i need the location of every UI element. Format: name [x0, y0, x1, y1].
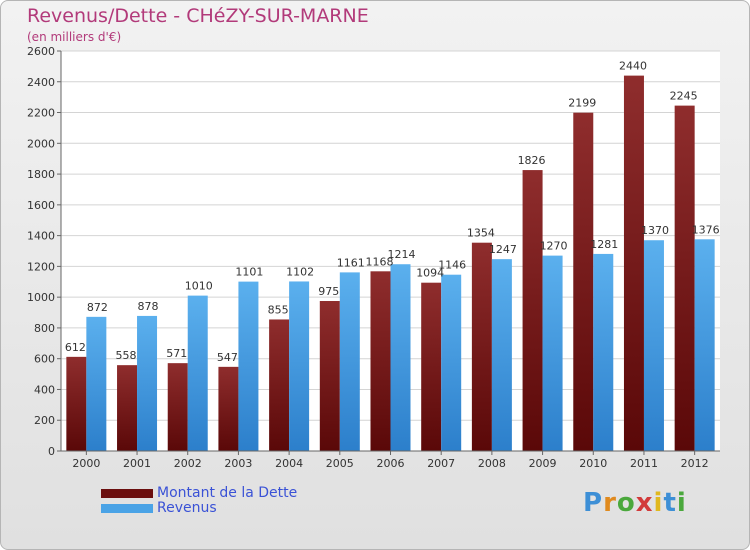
x-tick-label: 2005: [326, 457, 354, 470]
x-tick-label: 2009: [529, 457, 557, 470]
data-label-revenue: 1010: [185, 280, 213, 293]
x-tick-label: 2006: [377, 457, 405, 470]
bar-debt: [66, 356, 87, 451]
bar-debt: [117, 365, 138, 451]
data-label-debt: 2199: [568, 97, 596, 110]
y-tick-label: 2400: [27, 76, 55, 89]
data-label-debt: 975: [318, 285, 339, 298]
bar-revenue: [86, 316, 107, 451]
x-tick-label: 2003: [224, 457, 252, 470]
x-tick-label: 2012: [681, 457, 709, 470]
x-tick-label: 2011: [630, 457, 658, 470]
bar-revenue: [542, 255, 563, 451]
bar-revenue: [137, 315, 158, 451]
data-label-debt: 2440: [619, 60, 647, 73]
bar-revenue: [390, 264, 411, 451]
bar-revenue: [339, 272, 360, 451]
y-tick-label: 2200: [27, 107, 55, 120]
x-tick-label: 2008: [478, 457, 506, 470]
x-axis: 2000 2001 2002 2003 2004 2005 2006 2007 2008 2009…: [61, 450, 720, 470]
y-axis: 0 200 400 600 800 1000 1200 1400 1600 1800 2000 220…: [27, 45, 62, 458]
bar-debt: [370, 271, 391, 451]
y-tick-label: 400: [34, 383, 55, 396]
data-label-debt: 1354: [467, 227, 495, 240]
y-tick-label: 800: [34, 322, 55, 335]
legend-swatch-revenue: [101, 504, 153, 513]
bars: [66, 75, 715, 452]
data-labels: 612 872 558 878 571 1010 547 1101 855 1102 975 1161…: [65, 60, 720, 364]
logo-letter: i: [676, 488, 687, 518]
y-tick-label: 1400: [27, 230, 55, 243]
data-label-revenue: 1370: [641, 224, 669, 237]
proxiti-logo: Proxiti: [583, 488, 687, 518]
data-label-revenue: 1247: [489, 243, 517, 256]
bar-revenue: [593, 253, 614, 451]
data-label-debt: 612: [65, 341, 86, 354]
bar-debt: [674, 105, 695, 451]
bar-debt: [471, 242, 492, 451]
data-label-debt: 571: [166, 347, 187, 360]
y-tick-label: 1200: [27, 260, 55, 273]
bar-revenue: [643, 240, 664, 451]
legend-label-debt: Montant de la Dette: [157, 485, 298, 501]
y-tick-label: 0: [48, 445, 55, 458]
x-tick-label: 2001: [123, 457, 151, 470]
bar-debt: [269, 319, 290, 451]
legend-label-revenue: Revenus: [157, 500, 217, 516]
x-tick-label: 2000: [72, 457, 100, 470]
data-label-revenue: 1146: [438, 259, 466, 272]
data-label-debt: 547: [217, 351, 238, 364]
chart-subtitle: (en milliers d'€): [27, 30, 122, 44]
chart-title: Revenus/Dette - CHéZY-SUR-MARNE: [27, 5, 369, 27]
x-tick-label: 2002: [174, 457, 202, 470]
bar-debt: [218, 366, 239, 451]
data-label-debt: 1826: [518, 154, 546, 167]
bar-debt: [522, 170, 543, 452]
legend-swatch-debt: [101, 489, 153, 498]
data-label-debt: 2245: [670, 90, 698, 103]
data-label-debt: 855: [268, 303, 289, 316]
bar-debt: [319, 301, 340, 451]
logo-letter: r: [603, 488, 617, 518]
y-tick-label: 2000: [27, 137, 55, 150]
logo-letter: x: [635, 488, 654, 518]
x-tick-label: 2007: [427, 457, 455, 470]
data-label-revenue: 1270: [540, 240, 568, 253]
bar-revenue: [491, 259, 512, 451]
y-tick-label: 1000: [27, 291, 55, 304]
y-tick-label: 200: [34, 414, 55, 427]
data-label-revenue: 1102: [286, 265, 314, 278]
data-label-revenue: 1161: [337, 256, 365, 269]
data-label-revenue: 1101: [235, 266, 263, 279]
y-tick-label: 2600: [27, 45, 55, 58]
bar-revenue: [289, 281, 310, 451]
bar-revenue: [441, 274, 462, 451]
data-label-revenue: 1376: [692, 223, 720, 236]
data-label-revenue: 872: [87, 301, 108, 314]
bar-revenue: [187, 295, 208, 451]
bar-debt: [623, 75, 644, 451]
y-tick-label: 1800: [27, 168, 55, 181]
bar-revenue: [238, 281, 259, 451]
bar-revenue: [694, 239, 715, 451]
data-label-debt: 1168: [366, 255, 394, 268]
y-tick-label: 600: [34, 353, 55, 366]
y-tick-label: 1600: [27, 199, 55, 212]
x-tick-label: 2004: [275, 457, 303, 470]
bar-debt: [421, 282, 442, 451]
bar-debt: [167, 363, 188, 451]
data-label-debt: 1094: [416, 267, 444, 280]
data-label-debt: 558: [116, 349, 137, 362]
data-label-revenue: 878: [138, 300, 159, 313]
data-label-revenue: 1214: [388, 248, 416, 261]
logo-letter: i: [653, 488, 664, 518]
data-label-revenue: 1281: [590, 238, 618, 251]
logo-letter: o: [616, 488, 636, 518]
logo-letter: t: [663, 488, 677, 518]
logo-letter: P: [583, 488, 604, 518]
bar-debt: [573, 112, 594, 451]
x-tick-label: 2010: [579, 457, 607, 470]
